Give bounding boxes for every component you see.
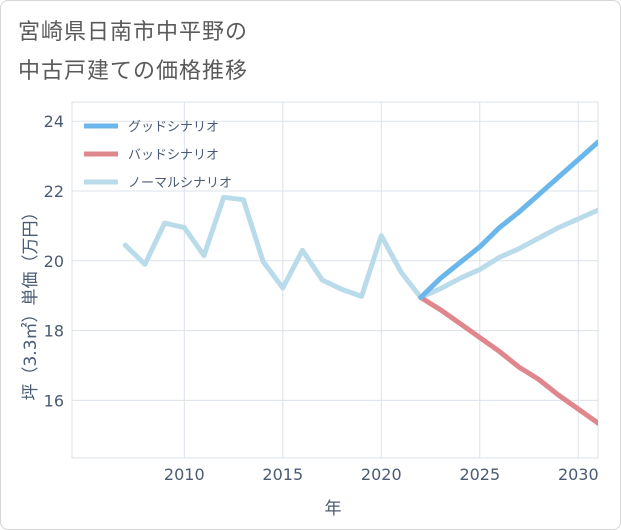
- y-tick-label: 18: [44, 322, 64, 341]
- x-tick-label: 2030: [558, 465, 599, 484]
- legend-label: グッドシナリオ: [128, 120, 219, 135]
- y-tick-label: 22: [44, 182, 64, 201]
- x-tick-label: 2015: [262, 465, 303, 484]
- series-line-2: [122, 194, 598, 300]
- x-tick-label: 2025: [459, 465, 500, 484]
- x-axis-label: 年: [325, 499, 342, 519]
- y-tick-label: 20: [44, 252, 64, 271]
- y-tick-label: 24: [44, 112, 64, 131]
- y-tick-label: 16: [44, 391, 64, 410]
- grid: [72, 102, 598, 458]
- y-axis-label: 坪（3.3㎡）単価（万円）: [21, 203, 41, 400]
- legend-label: ノーマルシナリオ: [128, 176, 232, 191]
- x-tick-label: 2020: [361, 465, 402, 484]
- series-line-1: [418, 295, 598, 426]
- chart-title-line-2: 中古戸建ての価格推移: [18, 59, 249, 84]
- chart-title-line-1: 宮崎県日南市中平野の: [18, 20, 249, 45]
- series-line-0: [418, 139, 598, 300]
- legend-label: バッドシナリオ: [128, 148, 219, 163]
- series-layer: [122, 139, 598, 426]
- tick-labels: 2010 2015 2020 2025 2030 16 18 20 22 24: [44, 112, 599, 484]
- x-tick-label: 2010: [164, 465, 205, 484]
- plot-border: [71, 101, 599, 459]
